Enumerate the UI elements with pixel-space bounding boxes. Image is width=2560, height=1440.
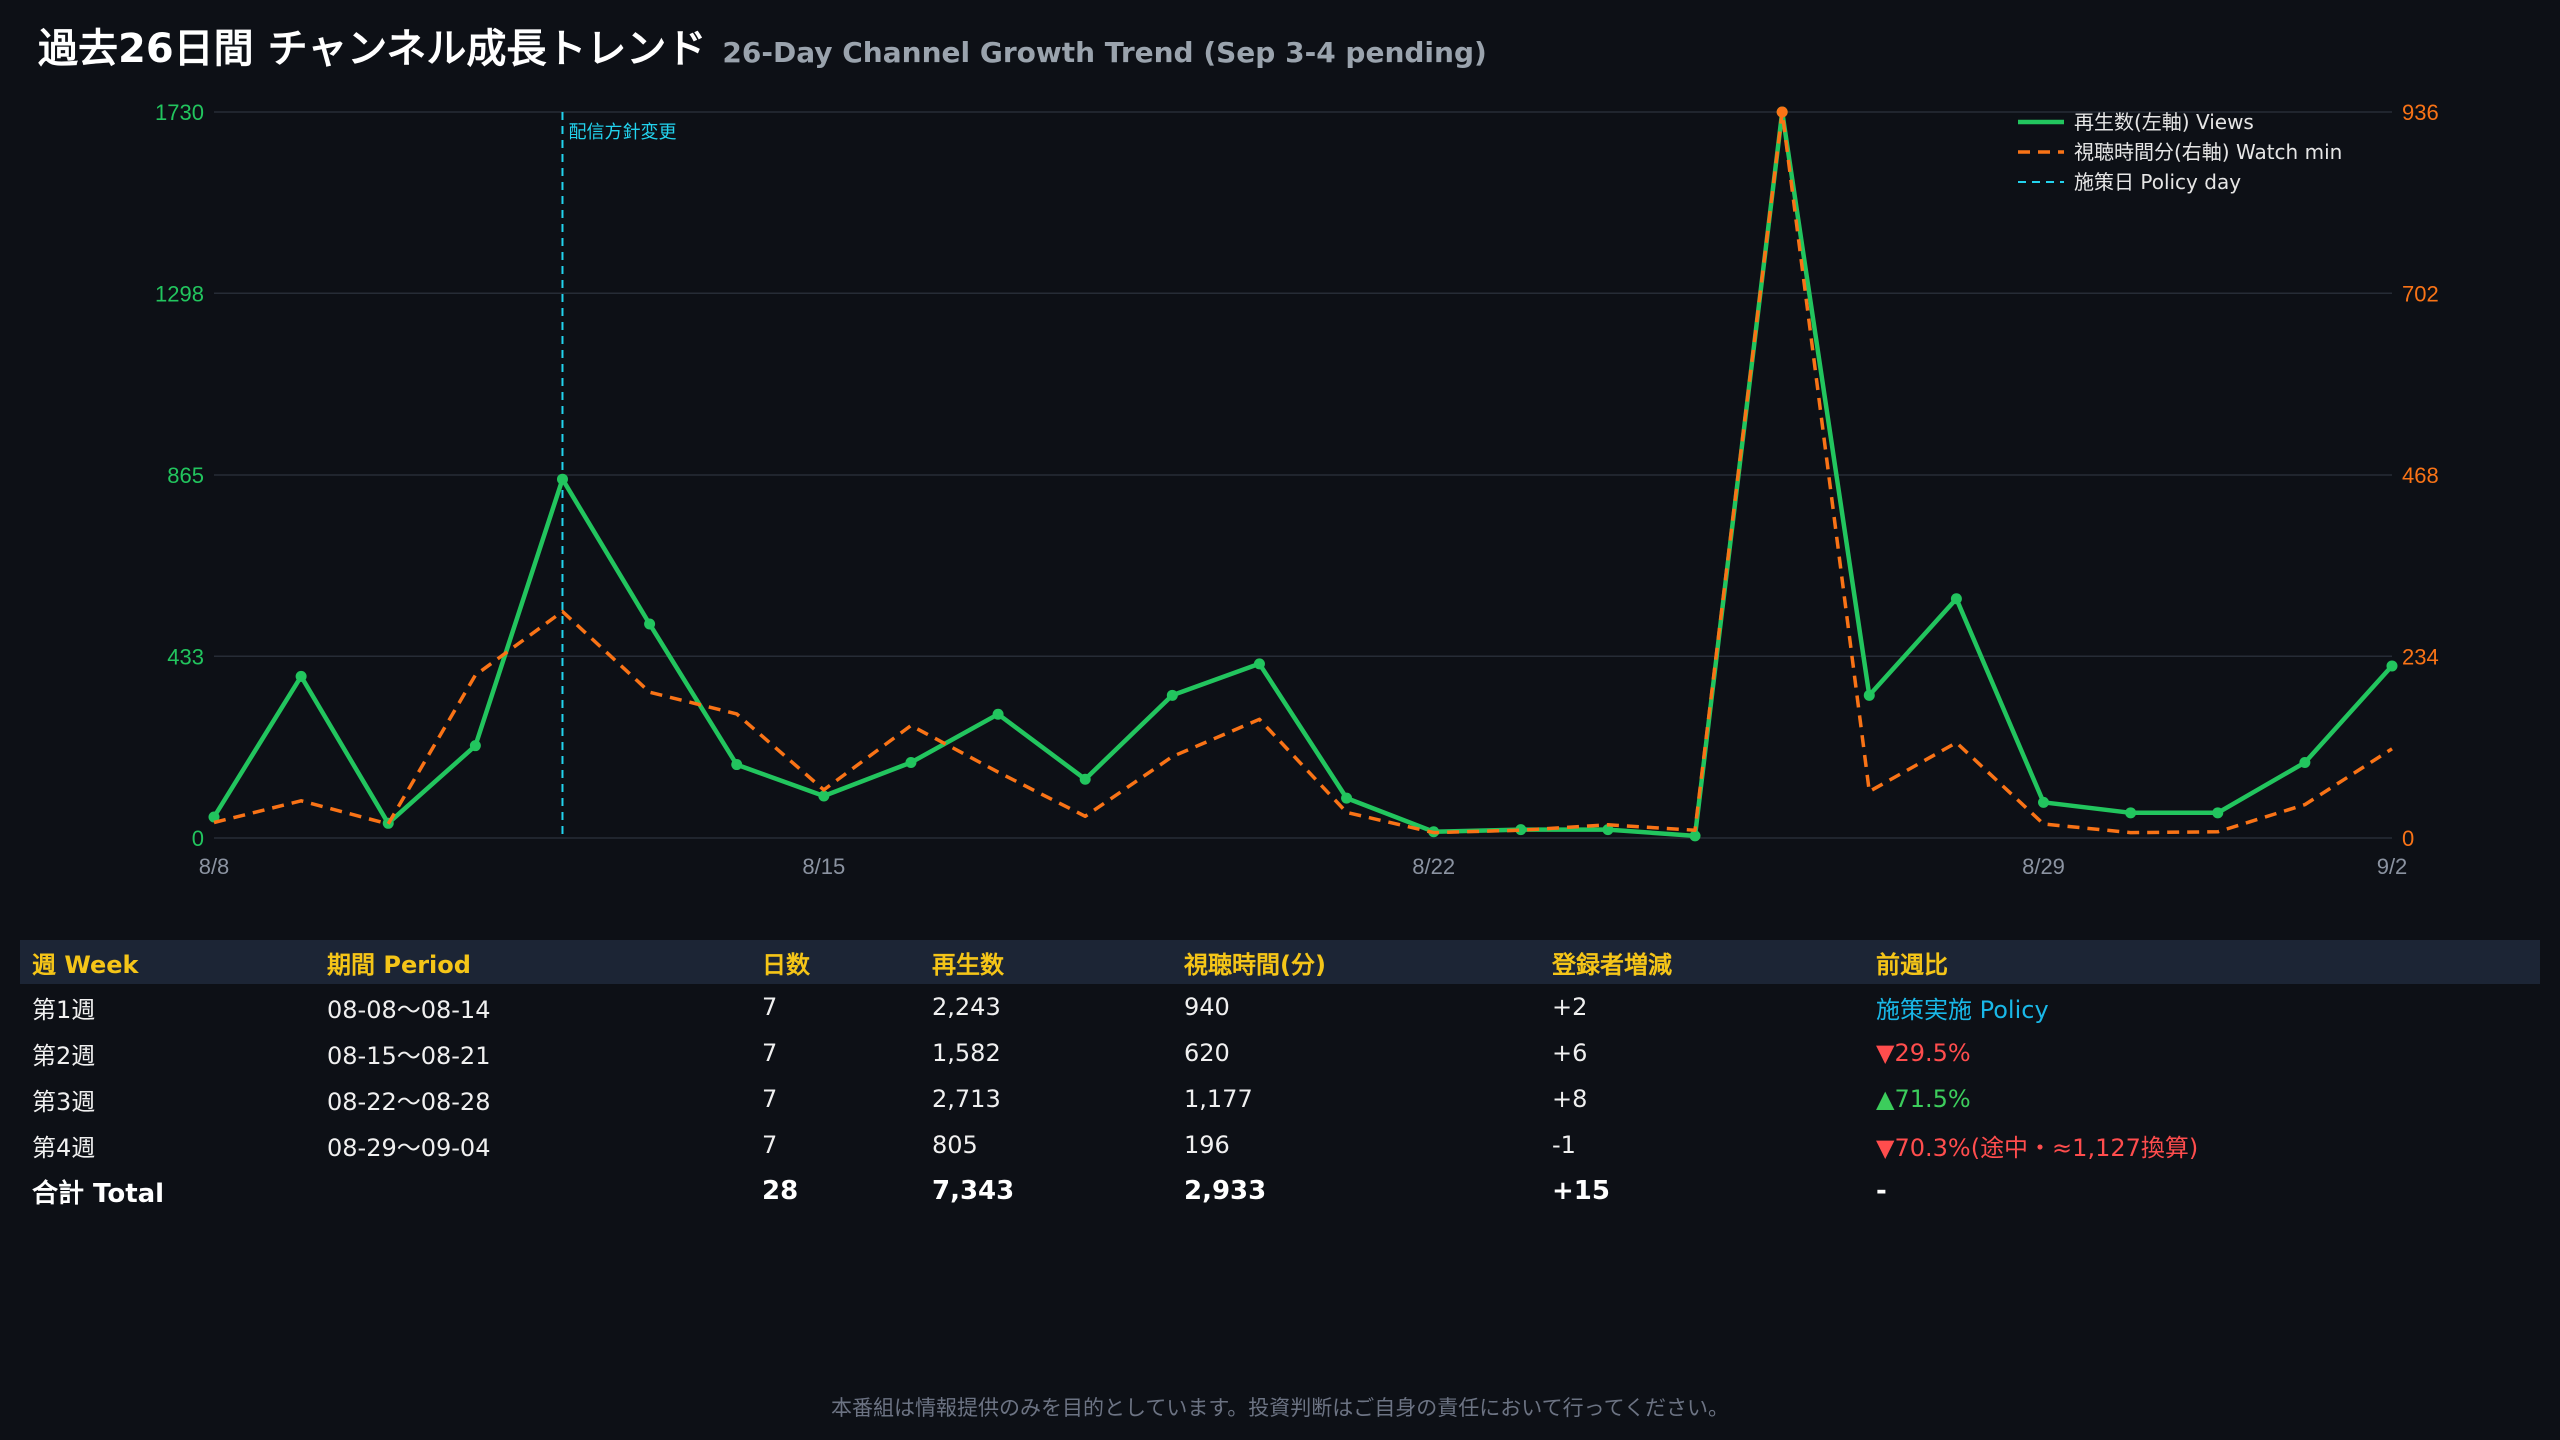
views-point: [1253, 658, 1265, 670]
table-row: 第3週 08-22〜08-28 7 2,713 1,177 +8 ▲71.5%: [20, 1076, 2540, 1122]
views-point: [731, 759, 743, 771]
cell-subs: +2: [1552, 993, 1588, 1021]
chart-subtitle: 26-Day Channel Growth Trend (Sep 3-4 pen…: [722, 36, 1487, 69]
cell-period: 08-29〜09-04: [327, 1133, 491, 1162]
views-point: [1341, 792, 1353, 804]
cell-period: [315, 1168, 750, 1214]
views-point: [295, 670, 307, 682]
cell-subs: +6: [1552, 1039, 1588, 1067]
cell-week: 第3週: [32, 1087, 96, 1116]
cell-change: ▲71.5%: [1876, 1085, 1971, 1113]
y-right-tick-label: 936: [2402, 100, 2439, 125]
col-header-week: 週 Week: [20, 940, 315, 984]
cell-views: 805: [932, 1131, 978, 1159]
chart-title: 過去26日間 チャンネル成長トレンド: [38, 26, 707, 72]
cell-watch: 620: [1184, 1039, 1230, 1067]
cell-views: 2,713: [932, 1085, 1001, 1113]
x-tick-label: 8/8: [199, 854, 230, 879]
cell-subs: +8: [1552, 1085, 1588, 1113]
views-point: [644, 618, 656, 630]
table-total-row: 合計 Total 28 7,343 2,933 +15 -: [20, 1168, 2540, 1214]
views-point: [2386, 660, 2398, 672]
col-header-change: 前週比: [1864, 940, 2540, 984]
cell-views: 2,243: [932, 993, 1001, 1021]
cell-change: -: [1876, 1176, 1887, 1206]
cell-watch: 940: [1184, 993, 1230, 1021]
y-right-tick-label: 0: [2402, 826, 2414, 851]
table-row: 第4週 08-29〜09-04 7 805 196 -1 ▼70.3%(途中・≈…: [20, 1122, 2540, 1168]
table-row: 第1週 08-08〜08-14 7 2,243 940 +2 施策実施 Poli…: [20, 984, 2540, 1030]
cell-watch: 196: [1184, 1131, 1230, 1159]
cell-period: 08-15〜08-21: [327, 1041, 491, 1070]
policy-day-annotation: 配信方針変更: [568, 122, 676, 143]
disclaimer-footer: 本番組は情報提供のみを目的としています。投資判断はご自身の責任において行ってくだ…: [831, 1396, 1729, 1420]
y-left-tick-label: 865: [167, 463, 204, 488]
cell-week: 第1週: [32, 995, 96, 1024]
watch-min-line: [213, 110, 2393, 835]
views-point: [2299, 756, 2311, 768]
views-point: [1689, 830, 1701, 842]
cell-period: 08-08〜08-14: [327, 995, 491, 1024]
views-point: [1515, 824, 1527, 836]
cell-days: 28: [762, 1176, 799, 1206]
y-left-tick-label: 433: [167, 644, 204, 669]
cell-days: 7: [762, 1085, 778, 1113]
col-header-views: 再生数: [920, 940, 1172, 984]
views-point: [1863, 689, 1875, 701]
weekly-summary-table: 週 Week 期間 Period 日数 再生数 視聴時間(分) 登録者増減 前週…: [20, 940, 2540, 1214]
views-point: [556, 473, 568, 485]
col-header-watch: 視聴時間(分): [1172, 940, 1540, 984]
views-point: [2125, 807, 2137, 819]
y-left-tick-label: 0: [192, 826, 204, 851]
growth-line-chart: 0 433 865 1298 1730 0 234 468 702 936 8/8 8/15 8/22 8…: [155, 100, 2439, 879]
views-point: [1079, 773, 1091, 785]
col-header-period: 期間 Period: [315, 940, 750, 984]
views-point: [992, 708, 1004, 720]
cell-views: 1,582: [932, 1039, 1001, 1067]
y-left-tick-label: 1730: [155, 100, 204, 125]
watch-min-peak-point: [1776, 106, 1788, 118]
views-point: [469, 740, 481, 752]
views-point: [905, 756, 917, 768]
x-tick-label: 8/15: [802, 854, 845, 879]
views-point: [208, 811, 220, 823]
legend-label: 施策日 Policy day: [2074, 170, 2241, 194]
cell-watch: 2,933: [1184, 1176, 1267, 1206]
cell-period: 08-22〜08-28: [327, 1087, 491, 1116]
cell-days: 7: [762, 1131, 778, 1159]
table-row: 第2週 08-15〜08-21 7 1,582 620 +6 ▼29.5%: [20, 1030, 2540, 1076]
views-point: [2038, 796, 2050, 808]
y-left-tick-label: 1298: [155, 281, 204, 306]
y-right-tick-label: 234: [2402, 645, 2439, 670]
cell-week: 合計 Total: [32, 1178, 165, 1209]
cell-subs: +15: [1552, 1176, 1610, 1206]
views-point: [1950, 593, 1962, 605]
cell-days: 7: [762, 1039, 778, 1067]
cell-subs: -1: [1552, 1131, 1576, 1159]
cell-views: 7,343: [932, 1176, 1015, 1206]
cell-change: ▼29.5%: [1876, 1039, 1971, 1067]
y-right-tick-label: 468: [2402, 463, 2439, 488]
views-point: [2212, 807, 2224, 819]
cell-days: 7: [762, 993, 778, 1021]
x-tick-label: 9/2: [2377, 854, 2408, 879]
cell-change: 施策実施 Policy: [1876, 995, 2049, 1024]
x-tick-label: 8/22: [1412, 854, 1455, 879]
y-right-tick-label: 702: [2402, 282, 2439, 307]
col-header-days: 日数: [750, 940, 920, 984]
cell-watch: 1,177: [1184, 1085, 1253, 1113]
x-tick-label: 8/29: [2022, 854, 2065, 879]
legend-label: 再生数(左軸) Views: [2074, 110, 2254, 134]
views-point: [818, 790, 830, 802]
cell-week: 第4週: [32, 1133, 96, 1162]
legend-label: 視聴時間分(右軸) Watch min: [2074, 140, 2342, 164]
cell-change: ▼70.3%(途中・≈1,127換算): [1876, 1133, 2199, 1162]
table-header-row: 週 Week 期間 Period 日数 再生数 視聴時間(分) 登録者増減 前週…: [20, 940, 2540, 984]
chart-header: 過去26日間 チャンネル成長トレンド 26-Day Channel Growth…: [38, 16, 1487, 76]
views-point: [1602, 824, 1614, 836]
cell-week: 第2週: [32, 1041, 96, 1070]
col-header-subs: 登録者増減: [1540, 940, 1864, 984]
views-line: [212, 109, 2394, 839]
views-point: [1166, 689, 1178, 701]
